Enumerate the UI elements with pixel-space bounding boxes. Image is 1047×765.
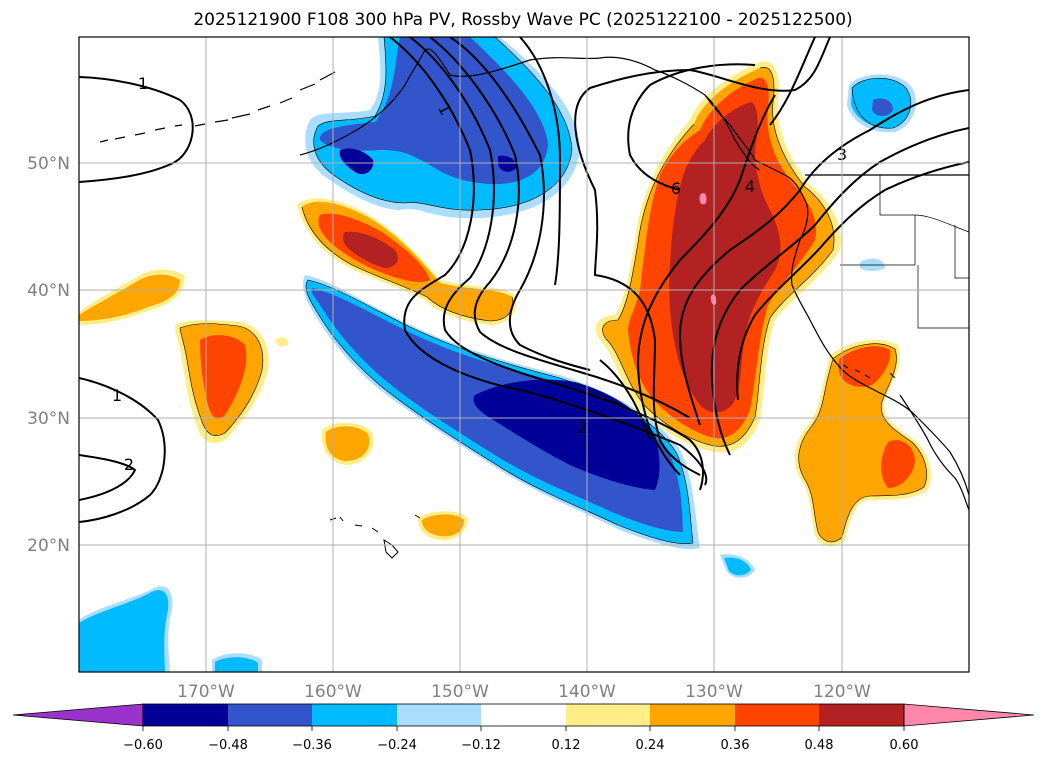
pos-central-level4 [343, 231, 398, 268]
colorbar-tick-label: 0.60 [890, 738, 919, 753]
us-state-borders [840, 175, 969, 329]
neg-north-level4b [498, 155, 517, 172]
colorbar-bin [228, 704, 312, 726]
latitude-labels: 50°N 40°N 30°N 20°N [27, 154, 70, 556]
contour-2-southwest [79, 454, 137, 501]
trough-contour-1 [389, 37, 708, 486]
contour-1-northwest [79, 76, 194, 183]
neg-streamer-level4 [473, 379, 660, 490]
ridge-contour-2 [627, 63, 756, 191]
colorbar-tick-label: −0.60 [123, 738, 163, 753]
contour-label: 1 [112, 386, 122, 405]
lon-label: 120°W [813, 682, 871, 702]
ridge-contour-5 [736, 161, 969, 401]
contour-label: 1 [138, 74, 148, 93]
colorbar-bin [312, 704, 397, 726]
gridlines [79, 37, 969, 672]
map-frame [78, 36, 970, 673]
contour-label: 6 [671, 179, 681, 198]
colorbar-tick-label: 0.48 [805, 738, 834, 753]
colorbar-tick-label: 0.12 [552, 738, 581, 753]
trough-contour-2 [409, 37, 704, 491]
bc-coast [704, 94, 969, 496]
positive-anomaly-southwest [794, 339, 932, 547]
ridge-contour-3 [678, 89, 969, 426]
lat-label: 20°N [27, 536, 70, 556]
trough-contour-4 [449, 37, 591, 371]
lat-label: 50°N [27, 154, 70, 174]
negative-anomaly-north [305, 37, 580, 219]
ridge-contour-8 [599, 359, 651, 441]
colorbar-tick-label: −0.24 [377, 738, 417, 753]
colorbar-bin [397, 704, 481, 726]
lat-label: 30°N [27, 409, 70, 429]
lon-label: 160°W [304, 682, 362, 702]
alaska-coast [299, 48, 761, 171]
colorbar-bin [650, 704, 735, 726]
pos-east-level5a [699, 192, 707, 205]
map-panel: 1 1 1 2 2 3 4 6 [79, 37, 969, 672]
lon-label: 130°W [685, 682, 743, 702]
hawaiian-islands [329, 514, 421, 559]
ridge-contour-outer [574, 37, 831, 476]
colorbar-extend-high [903, 703, 1035, 727]
colorbar-tick-label: 0.36 [721, 738, 750, 753]
ridge-contour-4 [710, 127, 969, 456]
ridge-contour-6 [637, 94, 776, 476]
rossby-wave-contours [79, 37, 969, 523]
lon-label: 170°W [177, 682, 235, 702]
trough-contour-3 [429, 37, 691, 419]
colorbar-bin [819, 704, 904, 726]
neg-north-level3 [319, 37, 548, 185]
lon-label: 140°W [558, 682, 616, 702]
lat-label: 40°N [27, 281, 70, 301]
colorbar-bin [143, 704, 228, 726]
colorbar-bin [735, 704, 819, 726]
guadalupe-island [889, 372, 896, 379]
colorbar: −0.60 −0.48 −0.36 −0.24 −0.12 0.12 0.24 … [12, 703, 1035, 753]
colorbar-tick-label: 0.24 [636, 738, 665, 753]
ridge-contour-7 [769, 37, 816, 126]
colorbar-bin [481, 704, 566, 726]
lon-label: 150°W [431, 682, 489, 702]
colorbar-bin [566, 704, 650, 726]
contour-label: 4 [745, 177, 755, 196]
trough-contour-5 [519, 37, 562, 286]
negative-anomaly-minor [79, 74, 916, 672]
contour-label: 2 [577, 418, 587, 437]
contour-1-southwest [79, 377, 166, 523]
colorbar-tick-label: −0.36 [292, 738, 332, 753]
pos-east-level4 [669, 102, 781, 413]
longitude-labels: 170°W 160°W 150°W 140°W 130°W 120°W [177, 682, 871, 702]
anomaly-outlines [179, 37, 927, 544]
colorbar-tick-label: −0.48 [208, 738, 248, 753]
negative-anomaly-streamer [303, 275, 700, 550]
colorbar-extend-low [12, 703, 144, 727]
positive-anomaly-east [595, 61, 841, 453]
contour-label: 2 [124, 455, 134, 474]
aleutian-islands [99, 71, 336, 143]
map-title: 2025121900 F108 300 hPa PV, Rossby Wave … [193, 10, 852, 30]
colorbar-tick-label: −0.12 [461, 738, 501, 753]
channel-islands [842, 364, 871, 379]
neg-north-level4a [339, 148, 374, 175]
